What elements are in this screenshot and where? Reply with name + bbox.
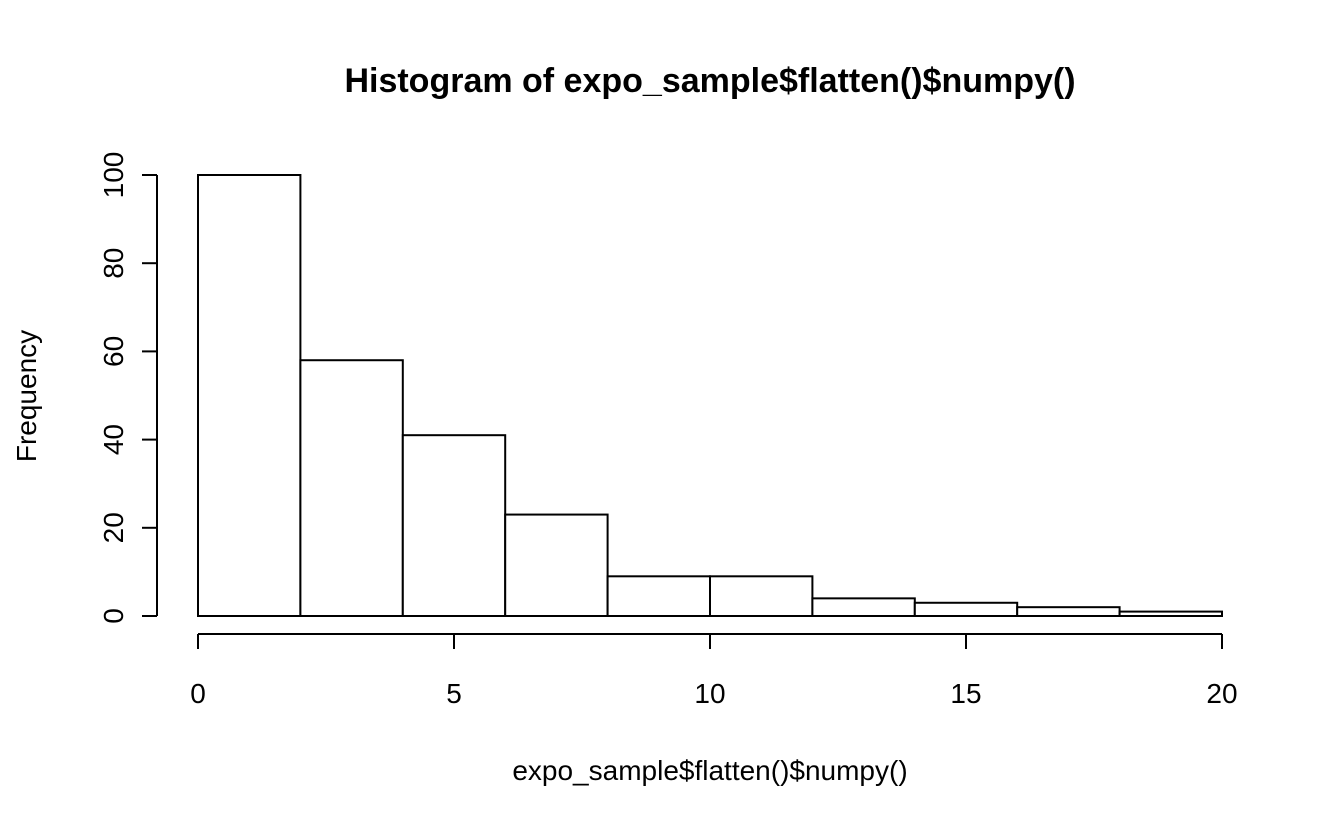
x-axis-label: expo_sample$flatten()$numpy() bbox=[512, 755, 907, 786]
y-tick-label: 80 bbox=[98, 248, 129, 279]
histogram-bar-7 bbox=[913, 601, 1019, 618]
histogram-bar-6 bbox=[811, 597, 916, 617]
histogram-bar-9 bbox=[1118, 610, 1223, 618]
y-tick-label: 100 bbox=[98, 152, 129, 199]
histogram-bar-5 bbox=[709, 575, 814, 617]
y-axis-label: Frequency bbox=[11, 330, 42, 462]
y-tick-label: 0 bbox=[98, 608, 129, 624]
y-tick-label: 20 bbox=[98, 512, 129, 543]
x-tick-label: 20 bbox=[1206, 678, 1237, 709]
histogram-bar-3 bbox=[504, 513, 609, 618]
y-axis: 0 20 40 60 80 100 bbox=[98, 152, 158, 624]
histogram-bar-4 bbox=[606, 575, 711, 617]
x-tick-label: 15 bbox=[950, 678, 981, 709]
histogram-bar-2 bbox=[401, 434, 507, 617]
histogram-bar-8 bbox=[1016, 606, 1121, 617]
histogram-bar-0 bbox=[197, 174, 302, 617]
x-tick-label: 5 bbox=[446, 678, 462, 709]
y-tick-label: 60 bbox=[98, 336, 129, 367]
x-tick-label: 0 bbox=[190, 678, 206, 709]
x-axis: 0 5 10 15 20 bbox=[190, 633, 1238, 709]
x-tick-label: 10 bbox=[694, 678, 725, 709]
y-tick-label: 40 bbox=[98, 424, 129, 455]
bars-group bbox=[197, 174, 1223, 618]
histogram-bar-1 bbox=[299, 359, 404, 617]
chart-title: Histogram of expo_sample$flatten()$numpy… bbox=[344, 62, 1075, 100]
